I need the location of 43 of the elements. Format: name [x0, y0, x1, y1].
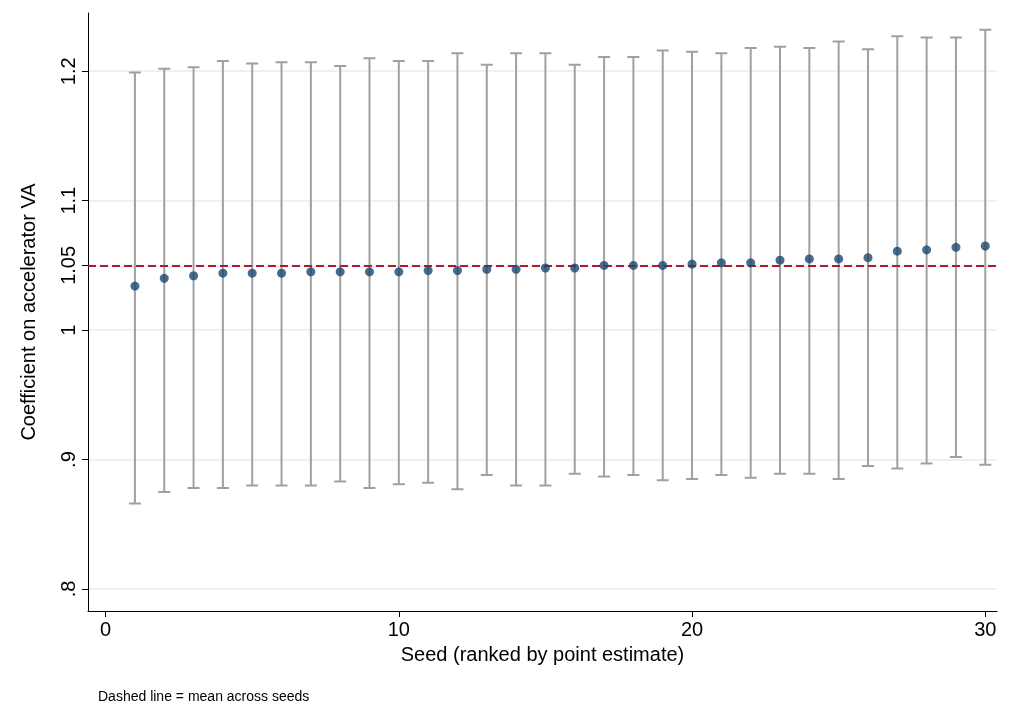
point [687, 259, 697, 269]
point [716, 258, 726, 268]
point [423, 266, 433, 276]
y-tick-label: 1.05 [57, 245, 79, 285]
point [277, 268, 287, 278]
text: Dashed line = mean across seeds [98, 688, 310, 704]
y-axis-title: Coefficient on accelerator VA [17, 182, 39, 441]
point [658, 260, 668, 270]
point [189, 271, 199, 281]
point [218, 268, 228, 278]
y-tick-label: 1 [57, 324, 79, 336]
point [159, 273, 169, 283]
point [922, 245, 932, 255]
y-tick-label: .9 [57, 451, 79, 468]
point [247, 268, 257, 278]
point [452, 266, 462, 276]
y-tick-label: 1.1 [57, 186, 79, 215]
point [394, 267, 404, 277]
point [980, 241, 990, 251]
point [511, 264, 521, 274]
point [365, 267, 374, 277]
point [775, 255, 785, 265]
point [482, 264, 492, 274]
y-tick-label: .8 [57, 580, 79, 598]
point [599, 260, 609, 270]
point [335, 267, 345, 277]
x-tick-label: 10 [387, 618, 410, 640]
x-tick-label: 0 [100, 618, 112, 640]
point [863, 253, 873, 263]
point [892, 246, 902, 256]
y-tick-label: 1.2 [57, 57, 79, 86]
point [540, 263, 550, 273]
x-tick-label: 20 [680, 618, 704, 640]
point [951, 242, 961, 252]
point [628, 260, 638, 270]
x-axis-title: Seed (ranked by point estimate) [400, 642, 685, 665]
point [306, 267, 316, 277]
point [834, 254, 844, 264]
point [570, 263, 580, 273]
point [746, 258, 756, 268]
x-tick-label: 30 [974, 618, 997, 640]
point [130, 281, 140, 291]
point [804, 254, 814, 264]
